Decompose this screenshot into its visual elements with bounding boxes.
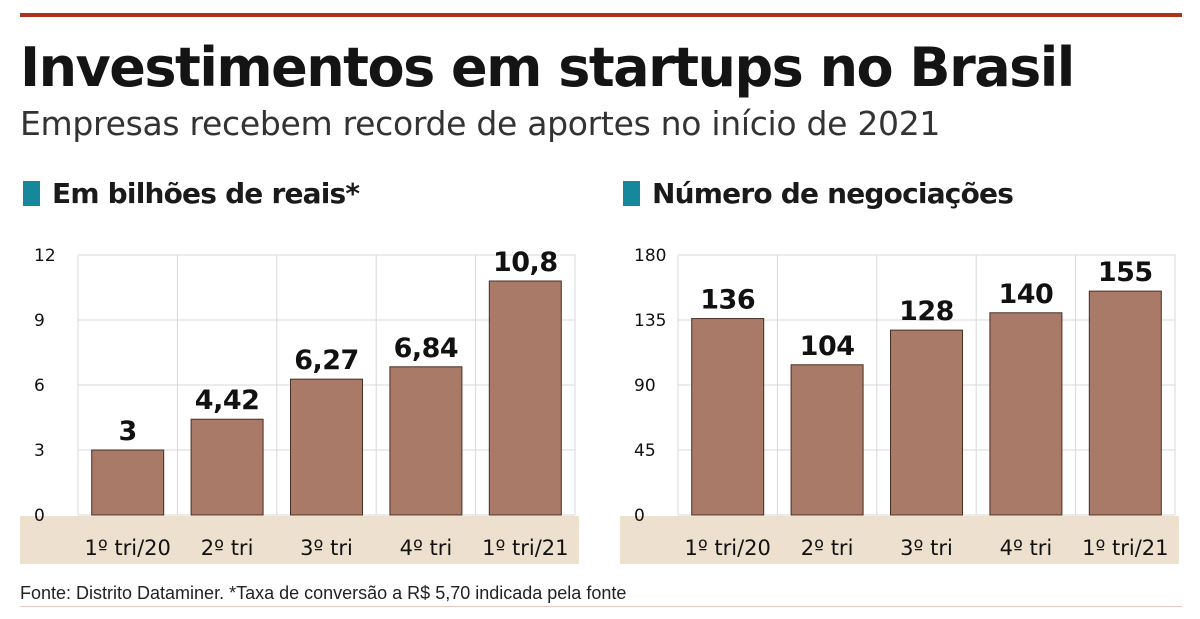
section-label-reais: Em bilhões de reais* [52, 176, 360, 210]
bar [91, 449, 165, 516]
y-tick-label: 0 [34, 506, 45, 526]
data-label: 6,27 [294, 345, 359, 376]
data-label: 3 [119, 416, 137, 447]
y-tick-label: 0 [634, 506, 645, 526]
y-tick-label: 6 [34, 376, 45, 396]
data-label: 104 [800, 331, 855, 362]
data-label: 10,8 [493, 247, 558, 278]
bar [488, 280, 562, 516]
x-tick-label: 1º tri/21 [482, 536, 568, 560]
section-marker [23, 180, 40, 206]
x-tick-label: 2º tri [201, 536, 254, 560]
y-tick-label: 180 [634, 246, 666, 266]
bar [389, 366, 463, 516]
y-tick-label: 135 [634, 311, 666, 331]
bar [190, 418, 264, 516]
y-tick-label: 12 [34, 246, 56, 266]
bar [989, 312, 1063, 516]
y-tick-label: 90 [634, 376, 656, 396]
section-marker [623, 180, 640, 206]
section-header-reais: Em bilhões de reais* [23, 173, 360, 213]
data-label: 155 [1098, 257, 1153, 288]
category-band [620, 516, 1179, 564]
chart-title: Investimentos em startups no Brasil [20, 36, 1075, 99]
y-tick-label: 45 [634, 441, 656, 461]
section-header-negociacoes: Número de negociações [623, 173, 1014, 213]
x-tick-label: 4º tri [1000, 536, 1053, 560]
section-label-negociacoes: Número de negociações [652, 176, 1014, 210]
chart-subtitle: Empresas recebem recorde de aportes no i… [20, 104, 941, 143]
x-tick-label: 1º tri/21 [1082, 536, 1168, 560]
x-tick-label: 1º tri/20 [684, 536, 770, 560]
bar [290, 378, 363, 516]
y-tick-label: 9 [34, 311, 45, 331]
bar [1088, 290, 1162, 516]
x-tick-label: 3º tri [300, 536, 353, 560]
category-band [20, 516, 579, 564]
top-rule [20, 13, 1182, 17]
bar-chart-negociacoes: 0 45 90 135 180 136 1º tri/20 104 2º tri 128 3º tr… [620, 246, 1179, 564]
x-tick-label: 3º tri [900, 536, 953, 560]
data-label: 4,42 [195, 385, 260, 416]
data-label: 6,84 [394, 333, 459, 364]
bar [890, 329, 963, 516]
data-label: 136 [700, 285, 755, 316]
source-note: Fonte: Distrito Dataminer. *Taxa de conv… [20, 583, 627, 603]
x-tick-label: 4º tri [400, 536, 453, 560]
y-tick-label: 3 [34, 441, 45, 461]
x-tick-label: 1º tri/20 [84, 536, 170, 560]
bar [691, 318, 765, 516]
data-label: 140 [998, 279, 1053, 310]
bar [790, 364, 864, 516]
data-label: 128 [899, 296, 954, 327]
bar-chart-reais: 0 3 6 9 12 3 1º tri/20 4,42 2º tri 6,27 3º tri 6,84… [20, 246, 579, 564]
bottom-rule [20, 606, 1182, 607]
x-tick-label: 2º tri [801, 536, 854, 560]
